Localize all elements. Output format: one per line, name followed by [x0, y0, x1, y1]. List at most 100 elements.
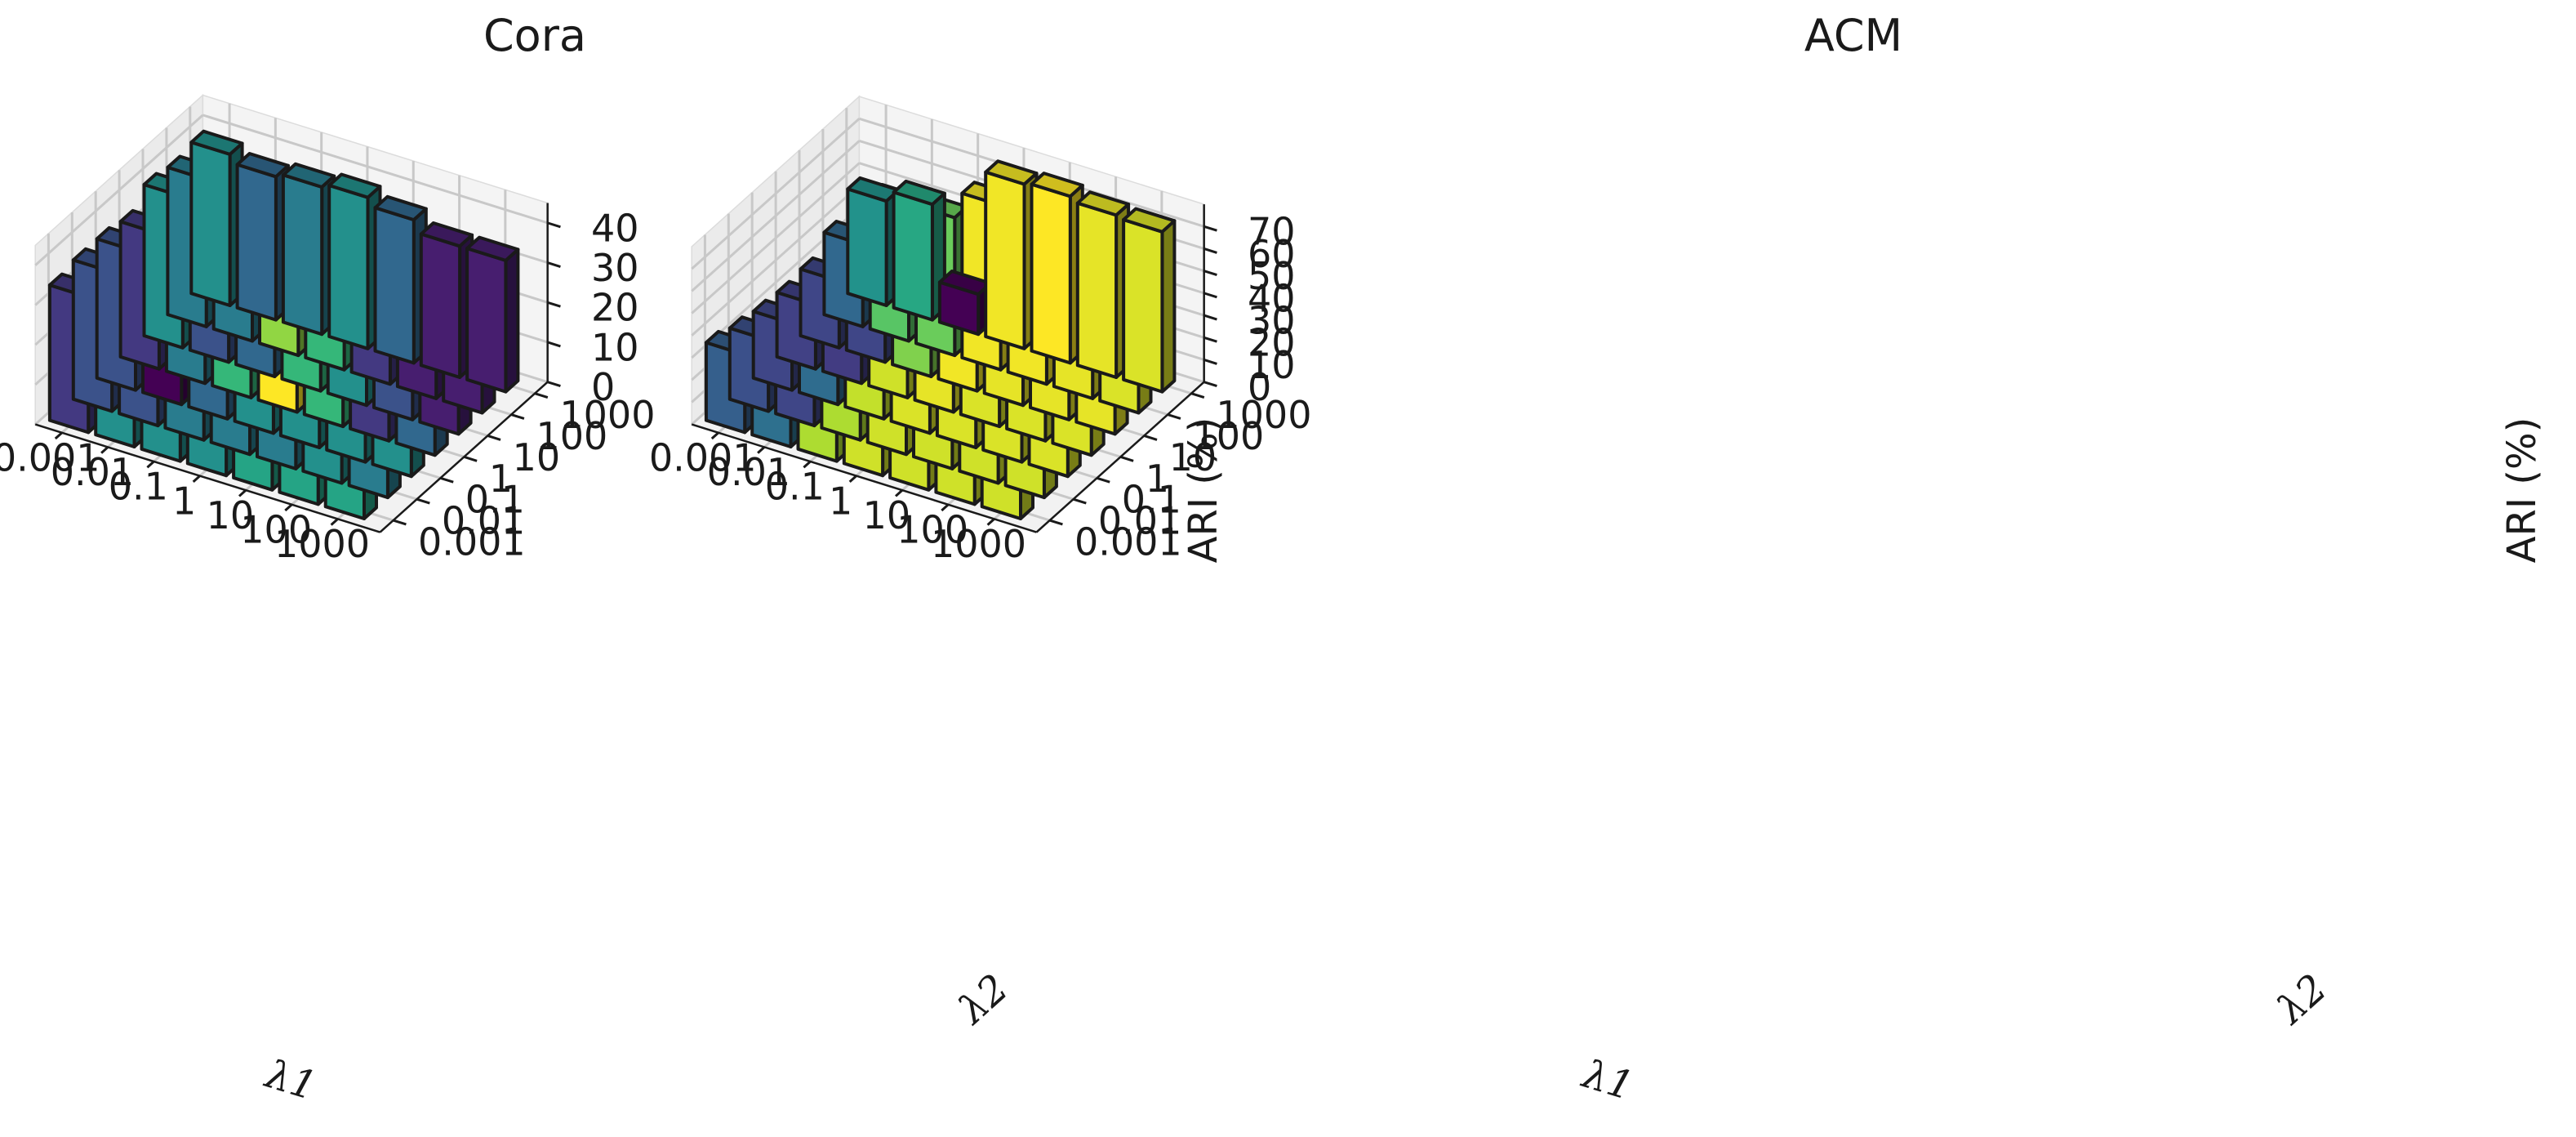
bar-0.1-1000 [937, 270, 993, 337]
chart-title: Cora [483, 10, 586, 61]
z-tick-mark [547, 301, 561, 308]
chart-axes [691, 204, 1217, 533]
bar-top [1122, 207, 1177, 234]
z-tick-label: 30 [1248, 299, 1296, 343]
x-tick-mark [710, 431, 719, 440]
chart-title: ACM [1804, 10, 1902, 61]
x-tick-label: 10 [207, 493, 255, 537]
bar-top [281, 162, 336, 189]
bar-0.1-1000 [281, 162, 336, 337]
bar-front [1030, 182, 1072, 365]
x-axis-line [691, 423, 1037, 533]
bar-top [373, 194, 428, 222]
z-tick-label: 30 [591, 246, 639, 290]
y-tick-mark [440, 476, 454, 484]
z-tick-label: 40 [1248, 276, 1296, 320]
z-axis-label: ARI (%) [2499, 417, 2545, 564]
bar-front [846, 187, 888, 307]
bar-top [984, 159, 1039, 186]
y-tick-mark [416, 497, 430, 505]
bar-front [189, 140, 232, 307]
z-axis-label: ARI (%) [1181, 417, 1226, 564]
y-tick-mark [1167, 413, 1181, 420]
x-axis-line [34, 423, 380, 533]
gridline [691, 162, 861, 314]
z-tick-mark [1203, 225, 1217, 232]
x-tick-label: 100 [240, 508, 312, 552]
y-tick-label: 0.01 [442, 499, 525, 543]
y-tick-mark [1190, 392, 1205, 399]
x-tick-mark [848, 475, 857, 483]
x-tick-label: 0.01 [707, 450, 790, 494]
bar-10-1000 [1030, 172, 1084, 365]
bar-top [892, 179, 946, 207]
bar-front [465, 247, 508, 394]
y-tick-label: 1000 [559, 393, 655, 437]
y-tick-label: 10 [1169, 435, 1217, 479]
y-tick-label: 0.001 [418, 520, 526, 564]
gridline [691, 184, 861, 337]
x-tick-label: 1 [829, 479, 852, 523]
y-tick-mark [534, 392, 549, 399]
z-tick-mark [547, 221, 561, 229]
y-tick-label: 10 [513, 435, 561, 479]
bar-front [235, 163, 278, 322]
x-tick-mark [192, 475, 201, 483]
x-tick-label: 0.001 [649, 436, 757, 480]
bar-1000-1000 [1122, 207, 1177, 394]
x-tick-mark [986, 518, 995, 526]
z-tick-label: 20 [591, 286, 639, 330]
x-tick-mark [941, 503, 950, 512]
x-tick-label: 0.01 [51, 450, 134, 494]
z-tick-label: 0 [591, 365, 615, 409]
bar-top [419, 221, 474, 248]
y-tick-mark [1119, 455, 1134, 462]
bar-0.001-1000 [189, 129, 244, 307]
x-tick-mark [146, 460, 155, 469]
x-tick-label: 0.1 [109, 465, 168, 509]
chart-bars [704, 159, 1177, 520]
x-tick-mark [894, 489, 904, 497]
bar-1-1000 [327, 172, 382, 350]
bar-0.01-1000 [235, 152, 290, 322]
y-tick-mark [463, 455, 478, 462]
x-tick-label: 100 [896, 508, 968, 552]
x-tick-label: 0.001 [0, 436, 100, 480]
y-tick-mark [510, 413, 525, 420]
y-tick-label: 100 [1193, 414, 1265, 458]
bar-10-1000 [373, 194, 428, 365]
gridline [202, 114, 549, 225]
bar-front [419, 232, 462, 379]
x-tick-label: 1000 [931, 522, 1026, 566]
y-tick-label: 1 [489, 457, 513, 501]
bar-100-1000 [419, 221, 474, 379]
y-tick-label: 0.01 [1098, 499, 1181, 543]
y-tick-mark [487, 435, 501, 441]
y-axis-line [379, 381, 549, 533]
x-tick-label: 1 [172, 479, 196, 523]
y-axis-line [1035, 381, 1205, 533]
bar-side [1160, 219, 1177, 394]
z-tick-label: 10 [591, 325, 639, 369]
z-tick-mark [1203, 336, 1217, 343]
z-tick-mark [1203, 247, 1217, 254]
y-tick-label: 1 [1146, 457, 1169, 501]
y-tick-label: 0.1 [465, 478, 525, 522]
bar-top [465, 235, 520, 262]
x-tick-mark [330, 518, 339, 526]
bar-top [235, 152, 290, 179]
chart-bars [47, 129, 520, 520]
bar-top [1030, 172, 1084, 198]
z-tick-mark [1203, 314, 1217, 321]
bar-1000-1000 [465, 235, 520, 394]
x-tick-mark [54, 431, 63, 440]
z-tick-label: 0 [1248, 365, 1271, 409]
z-tick-mark [547, 261, 561, 268]
y-tick-label: 0.001 [1074, 520, 1182, 564]
gridline [34, 114, 204, 266]
x-tick-mark [803, 460, 812, 469]
y-tick-mark [1073, 497, 1087, 505]
